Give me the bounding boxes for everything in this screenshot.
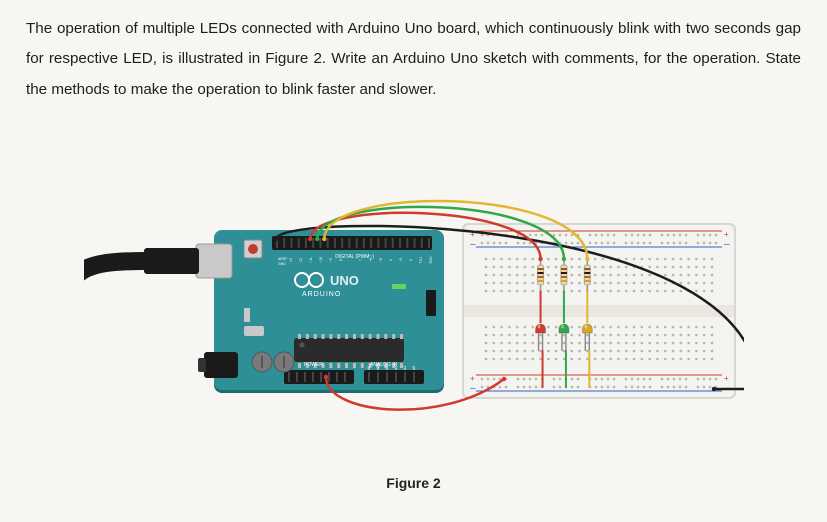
svg-text:~3: ~3 [399,258,403,262]
svg-text:A3: A3 [394,366,398,370]
svg-text:ARDUINO: ARDUINO [302,291,341,298]
svg-text:A0: A0 [367,366,371,370]
svg-text:A1: A1 [376,366,380,370]
svg-text:~10: ~10 [319,257,323,263]
svg-text:GND: GND [278,262,286,266]
svg-text:POWER: POWER [304,362,323,368]
svg-text:RX0: RX0 [429,257,433,264]
svg-text:UNO: UNO [330,273,359,288]
svg-text:A4: A4 [403,366,407,370]
svg-text:7: 7 [359,259,363,261]
svg-text:AREF: AREF [278,257,287,261]
svg-text:+: + [724,230,729,239]
svg-text:–: – [724,239,730,250]
circuit-diagram: DIGITAL (PWM~)AREFGNDUNOARDUINOPOWERANAL… [84,180,744,460]
svg-text:A5: A5 [412,366,416,370]
svg-text:8: 8 [339,259,343,261]
svg-text:~6: ~6 [369,258,373,262]
svg-text:+: + [724,374,729,383]
svg-text:A2: A2 [385,366,389,370]
svg-text:2: 2 [409,259,413,261]
svg-text:–: – [470,383,476,394]
svg-text:TX1: TX1 [419,257,423,263]
svg-text:–: – [470,239,476,250]
svg-text:~11: ~11 [309,257,313,263]
svg-text:4: 4 [389,259,393,261]
svg-text:~9: ~9 [329,258,333,262]
svg-text:12: 12 [299,258,303,262]
svg-text:+: + [470,374,475,383]
question-text: The operation of multiple LEDs connected… [26,14,801,105]
svg-text:13: 13 [289,258,293,262]
svg-text:~5: ~5 [379,258,383,262]
figure-2: DIGITAL (PWM~)AREFGNDUNOARDUINOPOWERANAL… [0,180,827,491]
figure-caption: Figure 2 [0,475,827,491]
